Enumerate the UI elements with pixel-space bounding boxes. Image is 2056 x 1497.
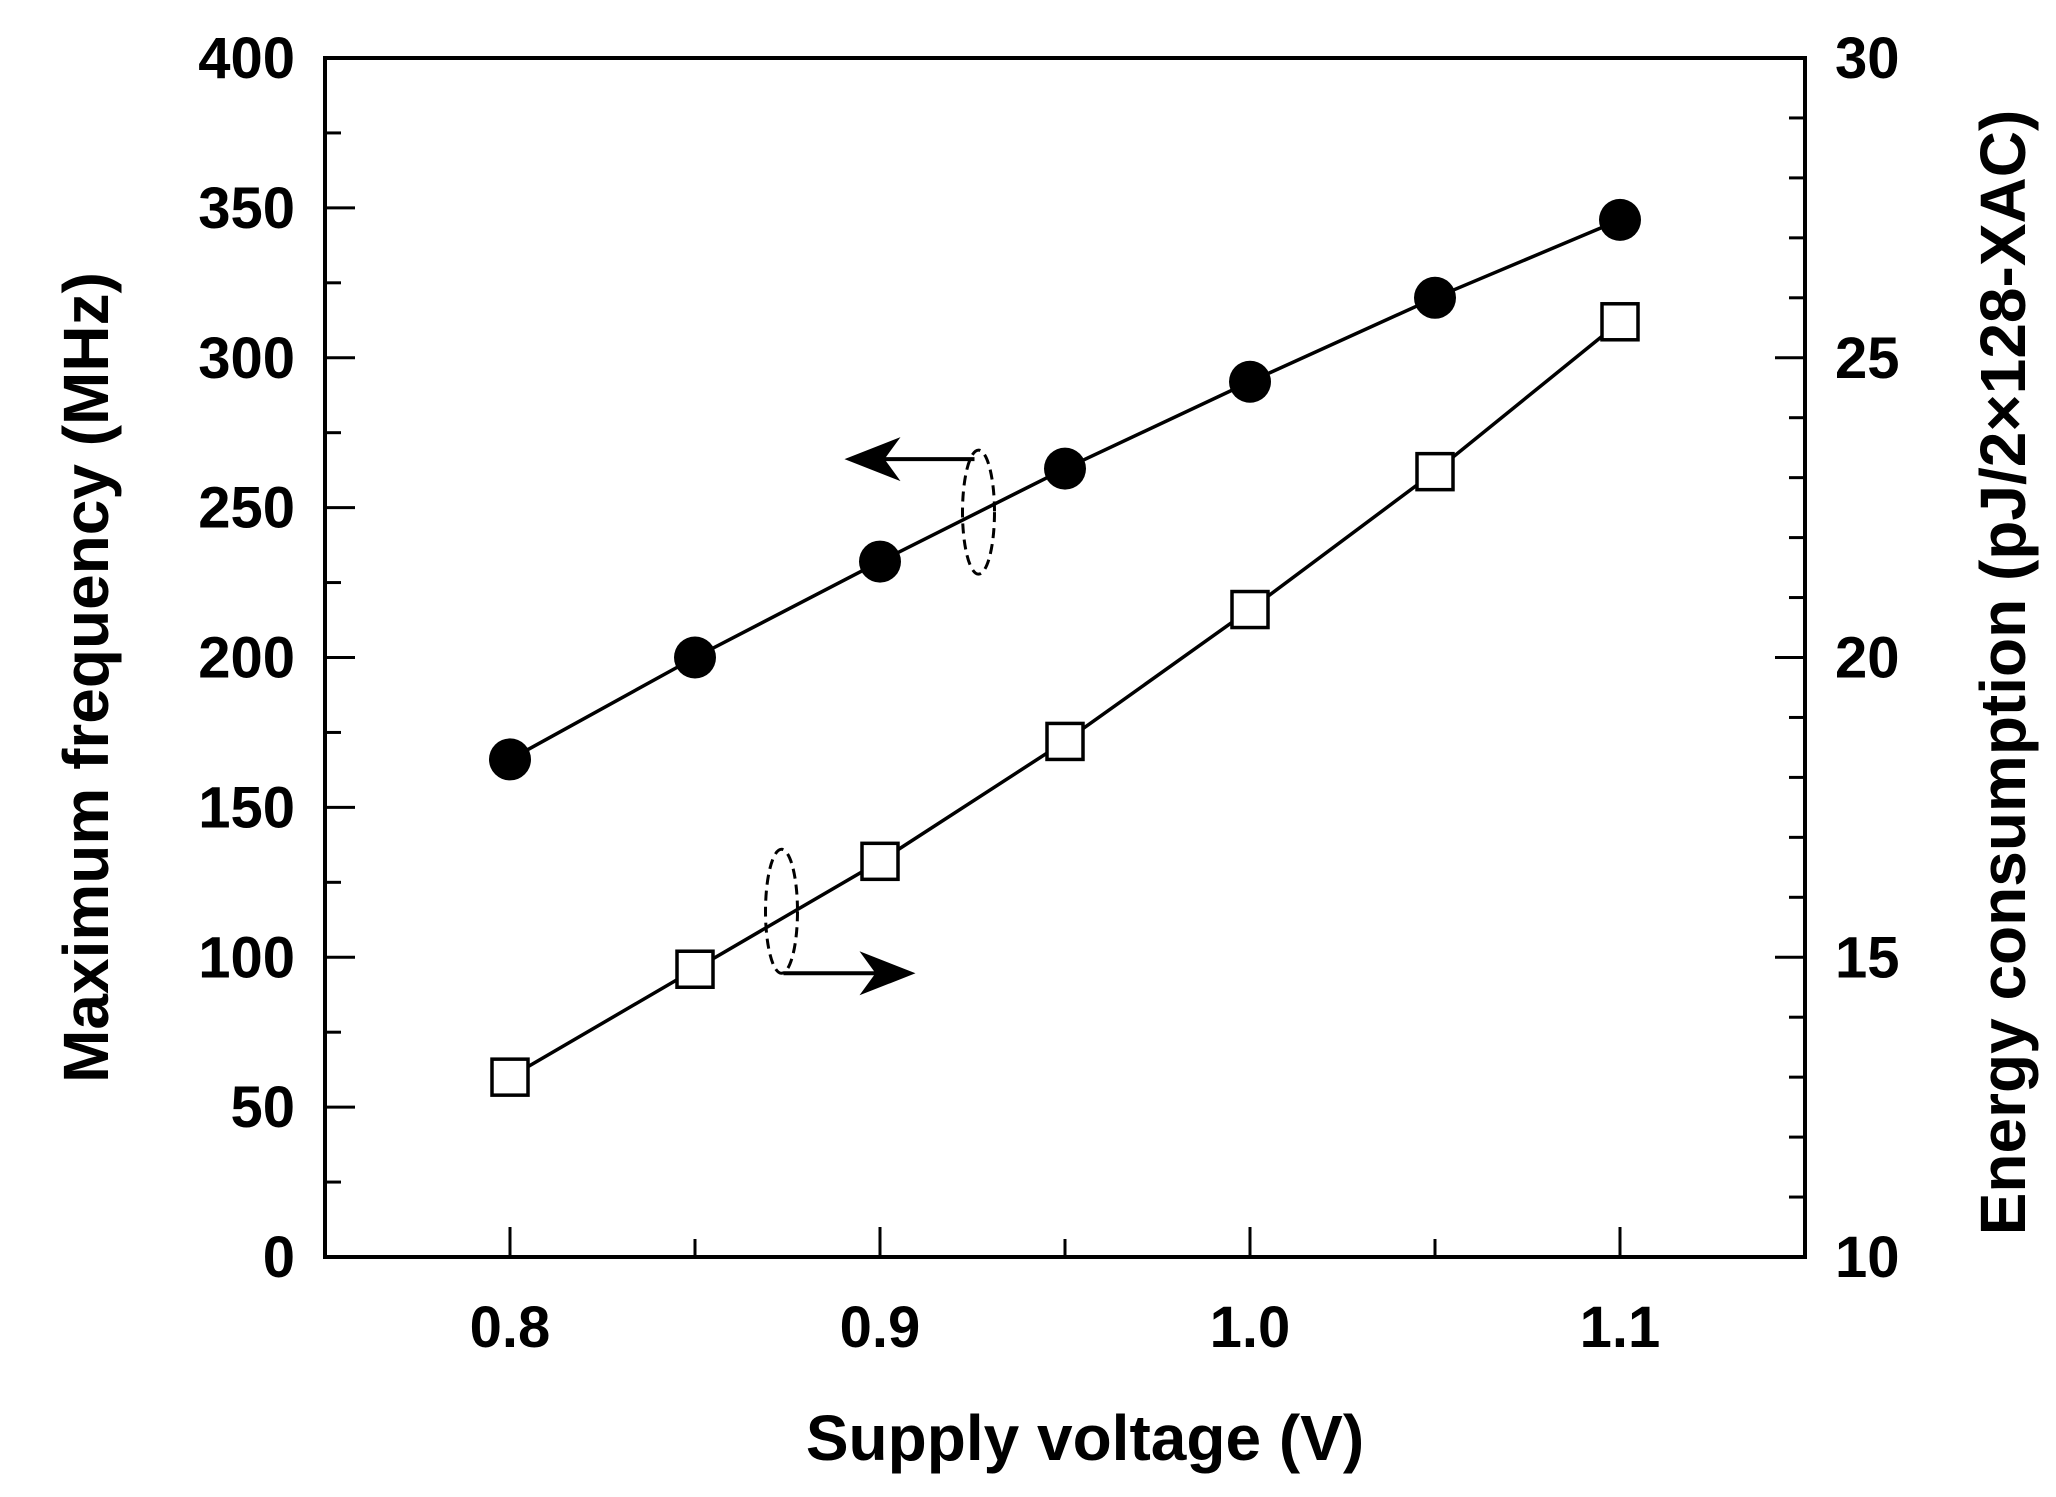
x-tick-label: 1.0 bbox=[1210, 1295, 1291, 1360]
series-group bbox=[489, 198, 1641, 1097]
y-tick-label: 250 bbox=[198, 476, 295, 541]
y2-tick-label: 25 bbox=[1835, 326, 1900, 391]
y-tick-label: 200 bbox=[198, 626, 295, 691]
y-tick-label: 400 bbox=[198, 26, 295, 91]
y-tick-label: 50 bbox=[230, 1075, 295, 1140]
x-tick-label: 1.1 bbox=[1580, 1295, 1661, 1360]
left-arrow-icon bbox=[844, 437, 901, 482]
energy-data-point bbox=[860, 841, 900, 882]
frequency-data-point bbox=[859, 540, 901, 583]
x-tick-label: 0.8 bbox=[470, 1295, 551, 1360]
y-axis-title: Maximum frequency (MHz) bbox=[50, 272, 122, 1083]
y-tick-label: 350 bbox=[198, 176, 295, 241]
frequency-data-point bbox=[1229, 360, 1271, 403]
y2-tick-label: 15 bbox=[1835, 925, 1900, 990]
right-arrow-icon bbox=[859, 951, 916, 996]
y2-axis-title: Energy consumption (pJ/2×128-XAC) bbox=[1967, 110, 2039, 1236]
energy-data-point bbox=[1415, 451, 1455, 492]
energy-data-point bbox=[1045, 721, 1085, 762]
frequency-data-point bbox=[1599, 198, 1641, 241]
annotations bbox=[764, 437, 996, 996]
plot-frame bbox=[323, 56, 1807, 1259]
plot-border bbox=[323, 56, 1807, 1259]
frequency-data-point bbox=[674, 636, 716, 679]
energy-data-point bbox=[1230, 589, 1270, 630]
y2-tick-label: 20 bbox=[1835, 626, 1900, 691]
frequency-data-point bbox=[489, 738, 531, 781]
frequency-series-ellipse bbox=[961, 448, 996, 576]
y-tick-label: 150 bbox=[198, 775, 295, 840]
y-tick-label: 100 bbox=[198, 925, 295, 990]
y2-tick-label: 10 bbox=[1835, 1225, 1900, 1290]
energy-data-point bbox=[490, 1057, 530, 1097]
frequency-data-point bbox=[1414, 276, 1456, 319]
energy-series-ellipse bbox=[764, 847, 799, 975]
energy-data-point bbox=[1600, 302, 1640, 342]
x-axis-title: Supply voltage (V) bbox=[806, 1402, 1364, 1474]
axis-ticks: 0 50 100 150 200 250 300 350 400 10 15 20 25 30 0.8 0.9… bbox=[198, 26, 1899, 1360]
y-tick-label: 300 bbox=[198, 326, 295, 391]
y-tick-label: 0 bbox=[263, 1225, 295, 1290]
energy-data-point bbox=[675, 949, 715, 989]
frequency-data-point bbox=[1044, 447, 1086, 490]
x-tick-label: 0.9 bbox=[840, 1295, 921, 1360]
y2-tick-label: 30 bbox=[1835, 26, 1900, 91]
